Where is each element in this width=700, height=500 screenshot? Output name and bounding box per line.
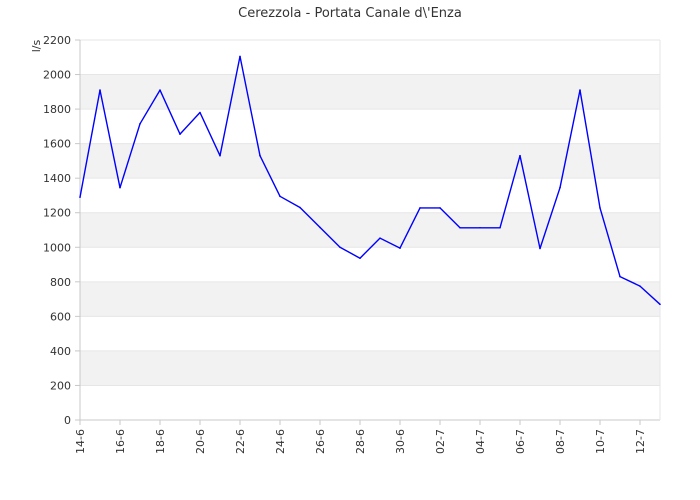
data-point [499,226,501,229]
data-point [139,122,141,125]
grid-lines [75,39,660,421]
x-tick-labels: 14-6 16-6 18-6 20-6 22-6 24-6 26-6 28-6 30-6 02-7… [74,420,647,454]
x-tick-label: 06-7 [514,429,527,454]
y-tick-label: 1600 [43,138,71,151]
data-point [539,247,541,250]
data-point [199,111,201,114]
data-point [399,247,401,249]
data-point [619,275,621,278]
data-point [379,237,381,239]
y-axis-label: l/s [30,39,43,52]
y-tick-label: 600 [50,310,71,323]
data-point [259,154,261,157]
grid-bands [80,74,660,386]
data-point [319,226,321,229]
x-tick-label: 20-6 [194,429,207,454]
x-tick-label: 18-6 [154,429,167,454]
y-tick-labels: 0 200 400 600 800 1000 1200 1400 1600 1800 2000 220… [43,34,71,427]
y-tick-label: 2000 [43,69,71,82]
y-tick-label: 800 [50,276,71,289]
x-tick-label: 02-7 [434,429,447,454]
y-tick-label: 1400 [43,172,71,185]
x-tick-label: 08-7 [554,429,567,454]
grid-band [80,74,660,110]
grid-band [80,281,660,317]
data-point [559,186,561,189]
data-point [579,89,581,91]
data-point [459,226,461,229]
x-tick-label: 24-6 [274,429,287,454]
grid-band [80,212,660,248]
y-tick-label: 1000 [43,241,71,254]
grid-band [80,143,660,179]
grid-band [80,350,660,386]
data-point [599,207,601,209]
data-point [219,154,221,157]
data-point [439,207,441,209]
x-tick-label: 10-7 [594,429,607,454]
data-point [119,186,121,189]
data-point [239,55,241,58]
data-point [79,196,81,198]
data-point [179,133,181,135]
x-tick-label: 30-6 [394,429,407,454]
data-point [279,195,281,198]
data-point [479,226,481,229]
y-tick-label: 2200 [43,34,71,47]
x-tick-label: 28-6 [354,429,367,454]
y-tick-label: 200 [50,379,71,392]
data-point [299,206,301,209]
y-tick-label: 0 [64,414,71,427]
data-point [359,257,361,259]
data-point [159,89,161,91]
data-point [659,303,661,306]
y-tick-label: 1200 [43,207,71,220]
axes [79,40,661,421]
data-point [99,89,101,91]
series-group [79,55,661,306]
x-tick-label: 26-6 [314,429,327,454]
series-line [79,55,661,305]
x-tick-label: 12-7 [634,429,647,454]
x-tick-label: 22-6 [234,429,247,454]
x-tick-label: 14-6 [74,429,87,454]
x-tick-label: 04-7 [474,429,487,454]
y-tick-label: 400 [50,345,71,358]
data-point [519,154,521,157]
data-point [419,207,421,209]
x-tick-label: 16-6 [114,429,127,454]
data-point [339,246,341,249]
data-point [639,285,641,287]
chart-title: Cerezzola - Portata Canale d\'Enza [238,6,462,21]
y-tick-label: 1800 [43,103,71,116]
